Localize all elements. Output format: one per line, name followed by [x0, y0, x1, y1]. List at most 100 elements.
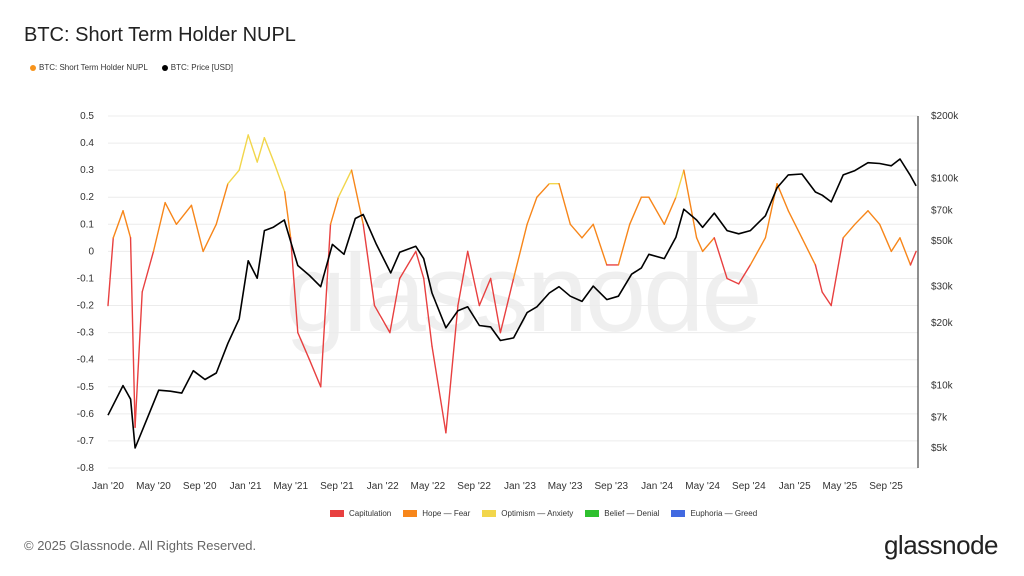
zone-legend-optimism-anxiety: Optimism — Anxiety: [482, 509, 573, 518]
nupl-line-segment: [263, 136, 276, 166]
nupl-line-segment: [308, 358, 322, 388]
nupl-line-segment: [558, 182, 572, 226]
zone-legend-euphoria-greed: Euphoria — Greed: [671, 509, 757, 518]
x-tick-label: May '23: [548, 481, 583, 492]
x-tick-label: Sep '21: [320, 481, 354, 492]
y-left-tick-label: -0.2: [77, 301, 95, 312]
nupl-line-segment: [320, 223, 332, 388]
nupl-line-segment: [141, 250, 155, 293]
x-tick-label: Sep '22: [457, 481, 491, 492]
x-tick-label: May '21: [273, 481, 308, 492]
y-right-tick-label: $20k: [931, 318, 954, 329]
nupl-line-segment: [899, 237, 912, 266]
x-tick-label: Sep '20: [183, 481, 217, 492]
y-right-tick-label: $100k: [931, 173, 959, 184]
y-right-tick-label: $30k: [931, 282, 954, 293]
nupl-line-segment: [129, 237, 136, 429]
nupl-line-segment: [867, 210, 881, 226]
legend-label: Capitulation: [349, 509, 392, 518]
legend-label: Euphoria — Greed: [690, 509, 758, 518]
nupl-line-segment: [629, 196, 643, 226]
y-left-tick-label: -0.6: [77, 409, 95, 420]
legend-label: BTC: Price [USD]: [170, 63, 234, 72]
legend-item-nupl[interactable]: BTC: Short Term Holder NUPL: [30, 63, 148, 72]
legend-swatch: [403, 510, 418, 517]
nupl-line-segment: [215, 182, 229, 226]
nupl-line-segment: [274, 164, 286, 193]
x-tick-label: Jan '21: [230, 481, 262, 492]
nupl-line-segment: [283, 191, 292, 239]
nupl-line-segment: [445, 304, 459, 434]
nupl-line-segment: [499, 277, 515, 334]
nupl-line-segment: [107, 237, 114, 307]
nupl-line-segment: [112, 210, 124, 239]
nupl-line-segment: [202, 223, 217, 253]
nupl-line-segment: [648, 196, 665, 226]
nupl-line-segment: [247, 134, 258, 163]
nupl-line-segment: [512, 223, 528, 280]
nupl-line-segment: [569, 223, 583, 239]
nupl-line-segment: [373, 304, 391, 334]
x-tick-label: Sep '24: [732, 481, 766, 492]
legend-item-price[interactable]: BTC: Price [USD]: [161, 63, 234, 72]
nupl-line-segment: [190, 204, 204, 253]
x-tick-label: Sep '25: [869, 481, 903, 492]
nupl-line-segment: [423, 277, 433, 347]
x-tick-label: Jan '24: [641, 481, 673, 492]
y-right-tick-label: $200k: [931, 111, 959, 122]
legend-label: BTC: Short Term Holder NUPL: [39, 63, 148, 72]
y-right-tick-label: $70k: [931, 205, 954, 216]
y-left-tick-label: -0.1: [77, 273, 95, 284]
legend-swatch: [482, 510, 497, 517]
zone-legend: Capitulation Hope — Fear Optimism — Anxi…: [330, 509, 757, 518]
nupl-line-segment: [726, 277, 740, 285]
nupl-line-segment: [814, 264, 823, 293]
zone-legend-belief-denial: Belief — Denial: [585, 509, 659, 518]
legend-swatch: [671, 510, 686, 517]
nupl-line-segment: [675, 169, 685, 198]
nupl-line-segment: [683, 169, 698, 239]
x-tick-label: Jan '22: [367, 481, 399, 492]
top-legend: BTC: Short Term Holder NUPL BTC: Price […: [30, 63, 233, 72]
y-left-tick-label: 0.1: [80, 219, 94, 230]
y-left-tick-label: 0.2: [80, 192, 94, 203]
nupl-line-segment: [164, 201, 178, 226]
nupl-line-segment: [878, 223, 893, 253]
x-tick-label: May '20: [136, 481, 171, 492]
nupl-line-segment: [175, 204, 193, 226]
zone-legend-capitulation: Capitulation: [330, 509, 391, 518]
nupl-line-segment: [854, 210, 869, 226]
nupl-line-segment: [581, 223, 594, 239]
nupl-line-segment: [801, 237, 817, 266]
nupl-line-segment: [478, 277, 492, 307]
y-left-tick-label: -0.8: [77, 463, 95, 474]
nupl-line-segment: [431, 345, 447, 434]
nupl-line-segment: [526, 196, 538, 226]
y-left-tick-label: -0.4: [77, 355, 95, 366]
nupl-line-segment: [909, 250, 917, 266]
nupl-line-segment: [256, 136, 266, 163]
y-right-tick-label: $50k: [931, 236, 954, 247]
x-tick-label: May '22: [411, 481, 446, 492]
nupl-line-segment: [592, 223, 608, 266]
y-right-tick-label: $7k: [931, 413, 948, 424]
nupl-line-segment: [289, 237, 299, 334]
nupl-line-segment: [830, 237, 844, 307]
x-tick-label: May '25: [822, 481, 857, 492]
legend-dot: [30, 64, 36, 71]
chart-title: BTC: Short Term Holder NUPL: [24, 24, 296, 46]
nupl-line-segment: [134, 291, 143, 429]
nupl-line-segment: [663, 196, 677, 226]
x-tick-label: Sep '23: [594, 481, 628, 492]
nupl-line-segment: [821, 291, 832, 307]
legend-label: Belief — Denial: [604, 509, 660, 518]
nupl-line-segment: [122, 210, 132, 239]
brand-logo: glassnode: [883, 530, 999, 560]
nupl-line-segment: [297, 331, 311, 361]
y-right-tick-label: $5k: [931, 443, 948, 454]
y-left-tick-label: 0.4: [80, 138, 94, 149]
nupl-line-segment: [738, 264, 752, 285]
nupl-line-segment: [152, 201, 166, 253]
nupl-line-segment: [238, 134, 249, 171]
